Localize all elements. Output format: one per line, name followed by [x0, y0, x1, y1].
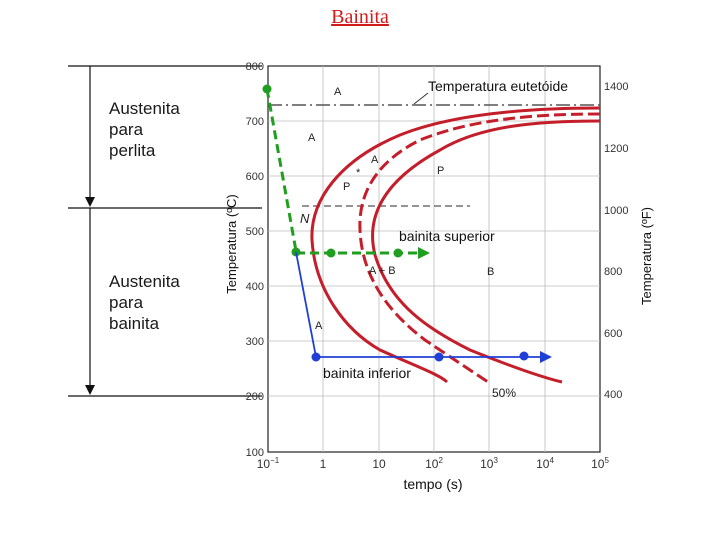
y-right-tick-1200: 1200	[604, 143, 628, 155]
y-left-tick-300: 300	[246, 336, 264, 348]
phase-label-star: *	[356, 167, 361, 179]
x-tick-6: 105	[591, 456, 609, 471]
transformation-curves	[310, 106, 601, 384]
y-right-tick-800: 800	[604, 266, 622, 278]
y-right-tick-600: 600	[604, 328, 622, 340]
y-left-tick-700: 700	[246, 116, 264, 128]
x-tick-1: 1	[320, 457, 327, 471]
phase-label-n: N	[300, 211, 310, 226]
region-label-austenite-to-bainite: Austenita para bainita	[109, 272, 180, 333]
phase-label-p-small: P	[343, 181, 350, 193]
fifty-percent-label: 50%	[492, 386, 516, 400]
upper-bainite-label: bainita superior	[399, 228, 495, 244]
phase-label-a-lower: A	[315, 320, 323, 332]
y-left-axis-label: Temperatura (ºC)	[224, 194, 239, 293]
page-title: Bainita	[331, 6, 389, 28]
eutectoid-pointer	[413, 92, 429, 105]
blue-point-corner	[311, 352, 321, 362]
lower-bainite-label: bainita inferior	[323, 365, 411, 381]
phase-label-p: P	[437, 165, 444, 177]
x-tick-5: 104	[536, 456, 554, 471]
x-tick-0: 10−1	[257, 456, 280, 471]
y-left-tick-100: 100	[246, 447, 264, 459]
phase-label-a-right: A	[371, 154, 379, 166]
blue-point-end	[519, 351, 529, 361]
x-tick-2: 10	[372, 457, 386, 471]
y-right-tick-1400: 1400	[604, 81, 628, 93]
y-left-tick-200: 200	[246, 391, 264, 403]
curve-50-percent	[358, 112, 601, 384]
region-bracket	[68, 65, 262, 397]
y-left-tick-500: 500	[246, 226, 264, 238]
lower-bainite-path	[295, 251, 552, 363]
region-label-austenite-to-pearlite: Austenita para perlita	[109, 99, 180, 160]
y-left-tick-600: 600	[246, 171, 264, 183]
x-axis-label: tempo (s)	[403, 476, 462, 492]
phase-label-a-left: A	[308, 132, 316, 144]
phase-label-b: B	[487, 266, 494, 278]
phase-label-a-top: A	[334, 86, 342, 98]
upper-bainite-path	[262, 84, 430, 259]
y-left-tick-400: 400	[246, 281, 264, 293]
blue-point-mid	[434, 352, 444, 362]
y-right-axis-label: Temperatura (ºF)	[639, 207, 654, 305]
green-point-start	[262, 84, 272, 94]
curve-finish	[371, 119, 601, 384]
curve-start	[310, 106, 601, 384]
x-tick-3: 102	[425, 456, 443, 471]
y-left-tick-800: 800	[246, 61, 264, 73]
phase-label-a-plus-b: A + B	[369, 265, 396, 277]
green-point-mid	[326, 248, 336, 258]
y-right-tick-1000: 1000	[604, 205, 628, 217]
eutectoid-label: Temperatura eutetóide	[428, 78, 568, 94]
y-right-tick-400: 400	[604, 389, 622, 401]
green-point-end	[393, 248, 403, 258]
x-tick-4: 103	[480, 456, 498, 471]
